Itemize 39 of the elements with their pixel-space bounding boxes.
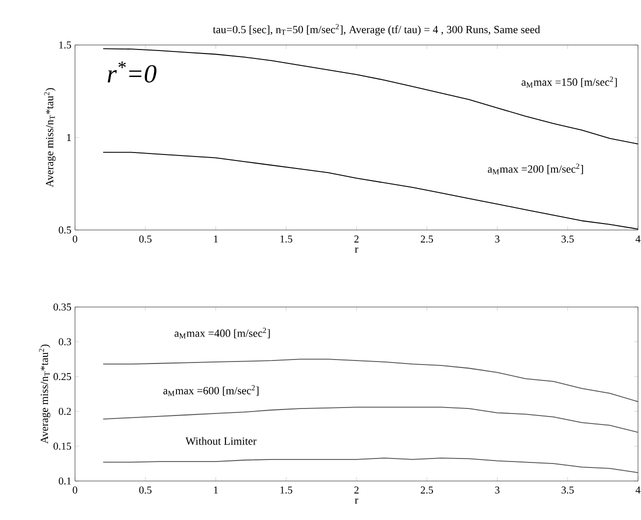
x-tick-label: 3 xyxy=(495,236,500,243)
chart-title: tau=0.5 [sec], n$_{T}$=50 [m/sec$^{2}$], Average (tf/ tau) = 4 , 300 Runs, Same seed xyxy=(212,24,540,36)
x-tick-label: 2.5 xyxy=(420,486,433,494)
y-tick-label: 0.3 xyxy=(58,338,72,346)
x-tick-label: 3.5 xyxy=(562,236,574,243)
annotation: r$^{*}$=0 xyxy=(108,61,156,83)
x-tick-label: 3.5 xyxy=(562,486,574,494)
y-axis-title: Average miss/n$_{T}$*tau$^{2}$) xyxy=(44,88,56,188)
series-label: a$_{M}$max =600 [m/sec$^{2}$] xyxy=(163,385,258,396)
x-tick-label: 0 xyxy=(72,486,78,494)
y-tick-label: 0.35 xyxy=(54,303,72,311)
y-tick-label: 1 xyxy=(67,134,71,141)
x-tick-label: 2 xyxy=(354,236,359,242)
x-tick-label: 2 xyxy=(354,486,359,494)
text: a$_{M}$max =150 [m/sec$^{2}$] xyxy=(522,76,617,88)
x-tick-label: 0.5 xyxy=(139,486,152,494)
x-tick-label: 1 xyxy=(214,236,218,242)
x-axis-title: r xyxy=(354,498,358,504)
x-axis-title: r xyxy=(354,247,358,253)
y-tick-label: 0.15 xyxy=(54,442,72,450)
line-series xyxy=(102,358,638,402)
x-tick-label: 1.5 xyxy=(280,236,292,243)
y-tick-label: 0.5 xyxy=(58,226,72,234)
x-tick-label: 1.5 xyxy=(280,486,292,494)
x-tick-label: 2.5 xyxy=(420,236,433,243)
x-tick-label: 4 xyxy=(636,236,640,242)
x-tick-label: 4 xyxy=(636,486,640,494)
x-tick-label: 3 xyxy=(495,486,500,494)
y-axis-title: Average miss/n$_{T}$*tau$^{2}$) xyxy=(38,344,50,444)
text: a$_{M}$max =200 [m/sec$^{2}$] xyxy=(488,164,583,174)
series-label: Without Limiter xyxy=(186,437,256,445)
x-tick-label: 1 xyxy=(214,486,218,494)
y-tick-label: 0.1 xyxy=(58,477,71,485)
y-tick-label: 0.2 xyxy=(58,408,71,415)
x-tick-label: 0 xyxy=(72,236,78,243)
y-tick-label: 0.25 xyxy=(54,373,72,380)
text: a$_{M}$max =400 [m/sec$^{2}$] xyxy=(174,328,270,338)
y-tick-label: 1.5 xyxy=(59,41,72,49)
x-tick-label: 0.5 xyxy=(139,236,152,243)
